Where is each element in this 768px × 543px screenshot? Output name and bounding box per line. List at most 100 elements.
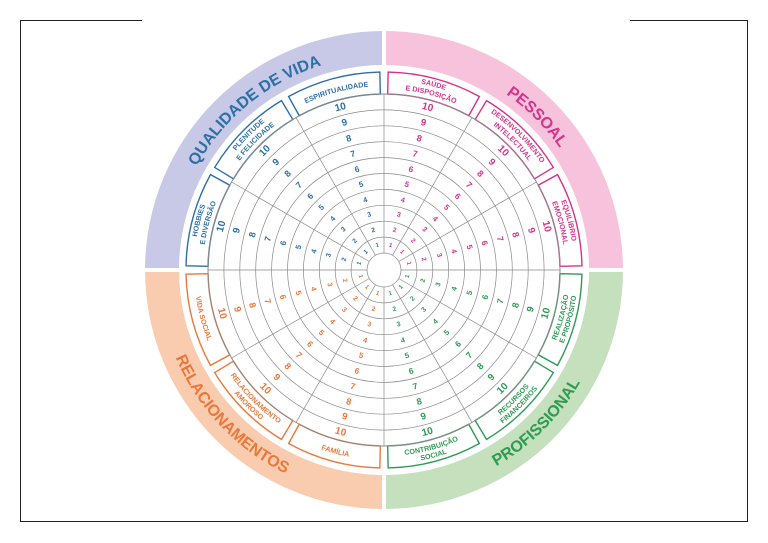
- frame-top-right: [630, 20, 748, 21]
- scale-number: 6: [453, 191, 464, 202]
- scale-number: 1: [375, 242, 380, 249]
- sector-spoke: [392, 117, 473, 256]
- scale-number: 4: [362, 335, 369, 345]
- scale-number: 2: [351, 237, 359, 245]
- scale-number: 9: [271, 372, 283, 384]
- scale-number: 7: [464, 180, 475, 191]
- scale-number: 4: [400, 195, 407, 205]
- sector-spoke: [231, 181, 370, 262]
- scale-number: 7: [294, 350, 305, 361]
- frame-top-left: [20, 20, 142, 21]
- scale-number: 7: [294, 180, 305, 191]
- scale-number: 2: [392, 227, 398, 235]
- scale-number: 1: [405, 261, 412, 266]
- scale-number: 10: [334, 426, 348, 440]
- scale-number: 8: [475, 168, 486, 179]
- scale-number: 5: [442, 203, 452, 213]
- scale-number: 8: [415, 133, 423, 144]
- scale-number: 4: [431, 214, 441, 224]
- scale-number: 5: [358, 179, 365, 189]
- scale-number: 6: [408, 365, 415, 376]
- scale-number: 6: [353, 164, 360, 175]
- scale-number: 5: [317, 328, 327, 338]
- scale-number: 5: [404, 350, 411, 360]
- scale-number: 4: [328, 317, 338, 327]
- scale-number: 2: [409, 295, 417, 303]
- scale-number: 3: [340, 306, 348, 314]
- scale-number: 7: [262, 235, 273, 242]
- scale-number: 2: [351, 295, 359, 303]
- scale-number: 10: [540, 306, 554, 320]
- scale-number: 1: [363, 284, 370, 291]
- scale-number: 9: [271, 157, 283, 169]
- scale-number: 2: [371, 306, 377, 314]
- scale-number: 6: [353, 365, 360, 376]
- scale-number: 1: [388, 291, 393, 298]
- scale-number: 9: [486, 157, 498, 169]
- sector-spoke: [398, 181, 537, 262]
- scale-number: 5: [465, 289, 475, 296]
- scale-number: 10: [334, 101, 348, 115]
- scale-number: 3: [367, 211, 373, 219]
- scale-number: 9: [231, 227, 243, 235]
- scale-number: 8: [247, 301, 258, 309]
- scale-number: 2: [392, 306, 398, 314]
- scale-number: 4: [400, 335, 407, 345]
- scale-number: 1: [398, 249, 405, 256]
- scale-number: 3: [435, 282, 443, 288]
- scale-number: 1: [398, 284, 405, 291]
- scale-number: 5: [465, 244, 475, 251]
- scale-number: 9: [525, 305, 537, 313]
- scale-number: 1: [357, 261, 364, 266]
- scale-number: 6: [479, 239, 490, 246]
- scale-number: 8: [510, 301, 521, 309]
- scale-number: 1: [363, 249, 370, 256]
- scale-number: 2: [341, 256, 349, 262]
- scale-number: 2: [420, 278, 428, 284]
- sector-spoke: [398, 278, 537, 359]
- scale-number: 8: [345, 133, 353, 144]
- scale-number: 7: [495, 235, 506, 242]
- scale-number: 4: [309, 247, 319, 254]
- scale-number: 1: [388, 243, 393, 250]
- scale-number: 6: [278, 294, 289, 301]
- scale-number: 6: [278, 239, 289, 246]
- scale-number: 10: [540, 220, 554, 234]
- scale-number: 3: [367, 321, 373, 329]
- scale-number: 6: [408, 164, 415, 175]
- sector-spoke: [231, 278, 370, 359]
- scale-number: 7: [349, 148, 356, 159]
- scale-number: 8: [415, 396, 423, 407]
- scale-number: 5: [442, 327, 452, 337]
- scale-number: 8: [475, 361, 486, 372]
- scale-number: 3: [420, 306, 428, 314]
- scale-number: 8: [345, 396, 353, 407]
- frame-bottom: [20, 521, 748, 522]
- scale-number: 9: [486, 372, 498, 384]
- sector-spoke: [295, 284, 376, 423]
- scale-number: 4: [328, 213, 338, 223]
- scale-number: 2: [371, 227, 377, 235]
- frame-left: [20, 20, 21, 522]
- scale-number: 5: [317, 202, 327, 212]
- scale-number: 6: [305, 191, 316, 202]
- scale-number: 4: [431, 316, 441, 326]
- scale-number: 7: [412, 148, 419, 159]
- scale-number: 6: [453, 338, 464, 349]
- scale-number: 1: [357, 274, 364, 279]
- scale-number: 5: [294, 243, 304, 250]
- scale-number: 8: [510, 231, 521, 239]
- scale-number: 1: [375, 291, 380, 298]
- frame-right: [747, 20, 748, 522]
- scale-number: 7: [262, 298, 273, 305]
- scale-number: 8: [282, 168, 293, 179]
- scale-number: 3: [435, 253, 443, 259]
- scale-number: 10: [215, 219, 229, 233]
- scale-number: 10: [421, 425, 435, 439]
- scale-number: 9: [231, 305, 243, 313]
- scale-number: 5: [404, 180, 411, 190]
- scale-number: 3: [325, 252, 333, 258]
- scale-number: 7: [495, 297, 506, 304]
- scale-number: 7: [349, 381, 356, 392]
